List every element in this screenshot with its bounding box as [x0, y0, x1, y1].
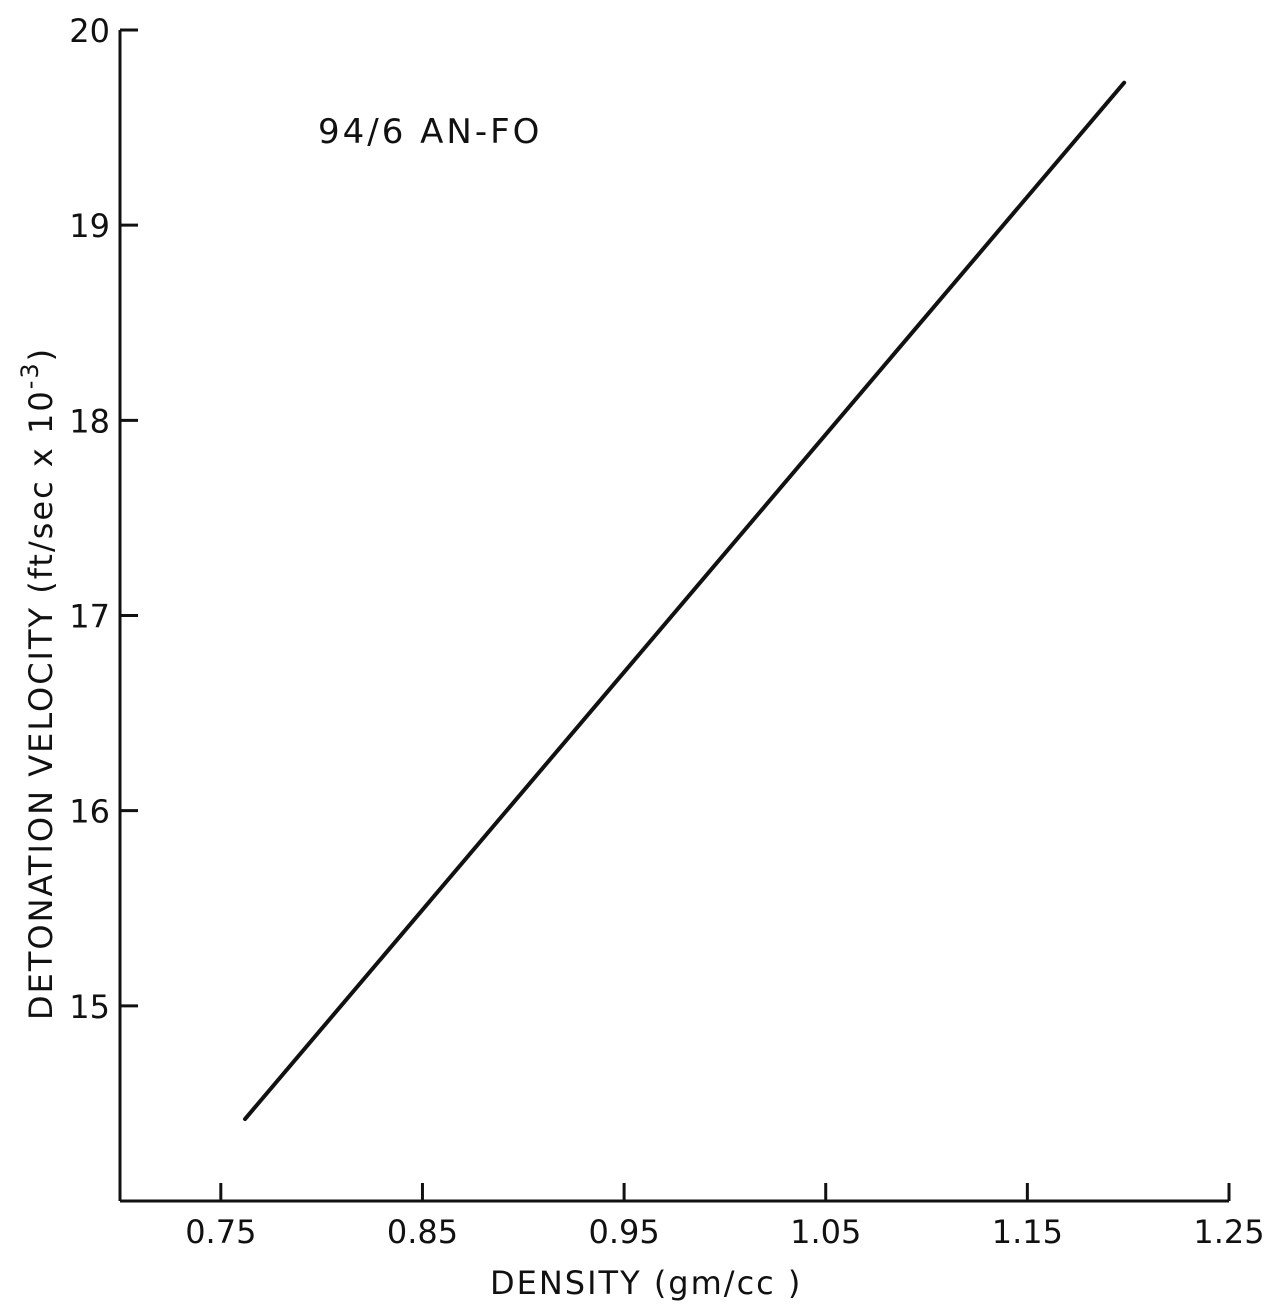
chart-annotation: 94/6 AN-FO — [318, 112, 542, 152]
x-tick-label: 1.15 — [992, 1213, 1063, 1251]
y-tick-label: 16 — [69, 793, 110, 831]
y-tick-label: 18 — [69, 402, 110, 440]
y-tick-label: 15 — [69, 988, 110, 1026]
y-axis-title-superscript: -3 — [16, 361, 44, 389]
y-axis-title-close: ) — [22, 347, 60, 361]
y-tick-label: 20 — [69, 12, 110, 50]
series — [243, 80, 1127, 1122]
x-tick-label: 0.75 — [185, 1213, 256, 1251]
x-tick-label: 0.85 — [387, 1213, 458, 1251]
y-tick-label: 17 — [69, 598, 110, 636]
x-tick-label: 1.05 — [790, 1213, 861, 1251]
x-axis-title: DENSITY (gm/cc ) — [490, 1264, 802, 1302]
x-tick-label: 0.95 — [588, 1213, 659, 1251]
y-ticks: 15 16 17 18 19 20 — [69, 12, 138, 1026]
x-ticks: 0.75 0.85 0.95 1.05 1.15 1.25 — [185, 1183, 1265, 1251]
x-tick-label: 1.25 — [1193, 1213, 1264, 1251]
series-line — [243, 80, 1127, 1122]
y-tick-label: 19 — [69, 207, 110, 245]
y-axis-title: DETONATION VELOCITY (ft/sec x 10-3) — [16, 347, 60, 1020]
y-axis-title-main: DETONATION VELOCITY (ft/sec x 10 — [22, 389, 60, 1020]
